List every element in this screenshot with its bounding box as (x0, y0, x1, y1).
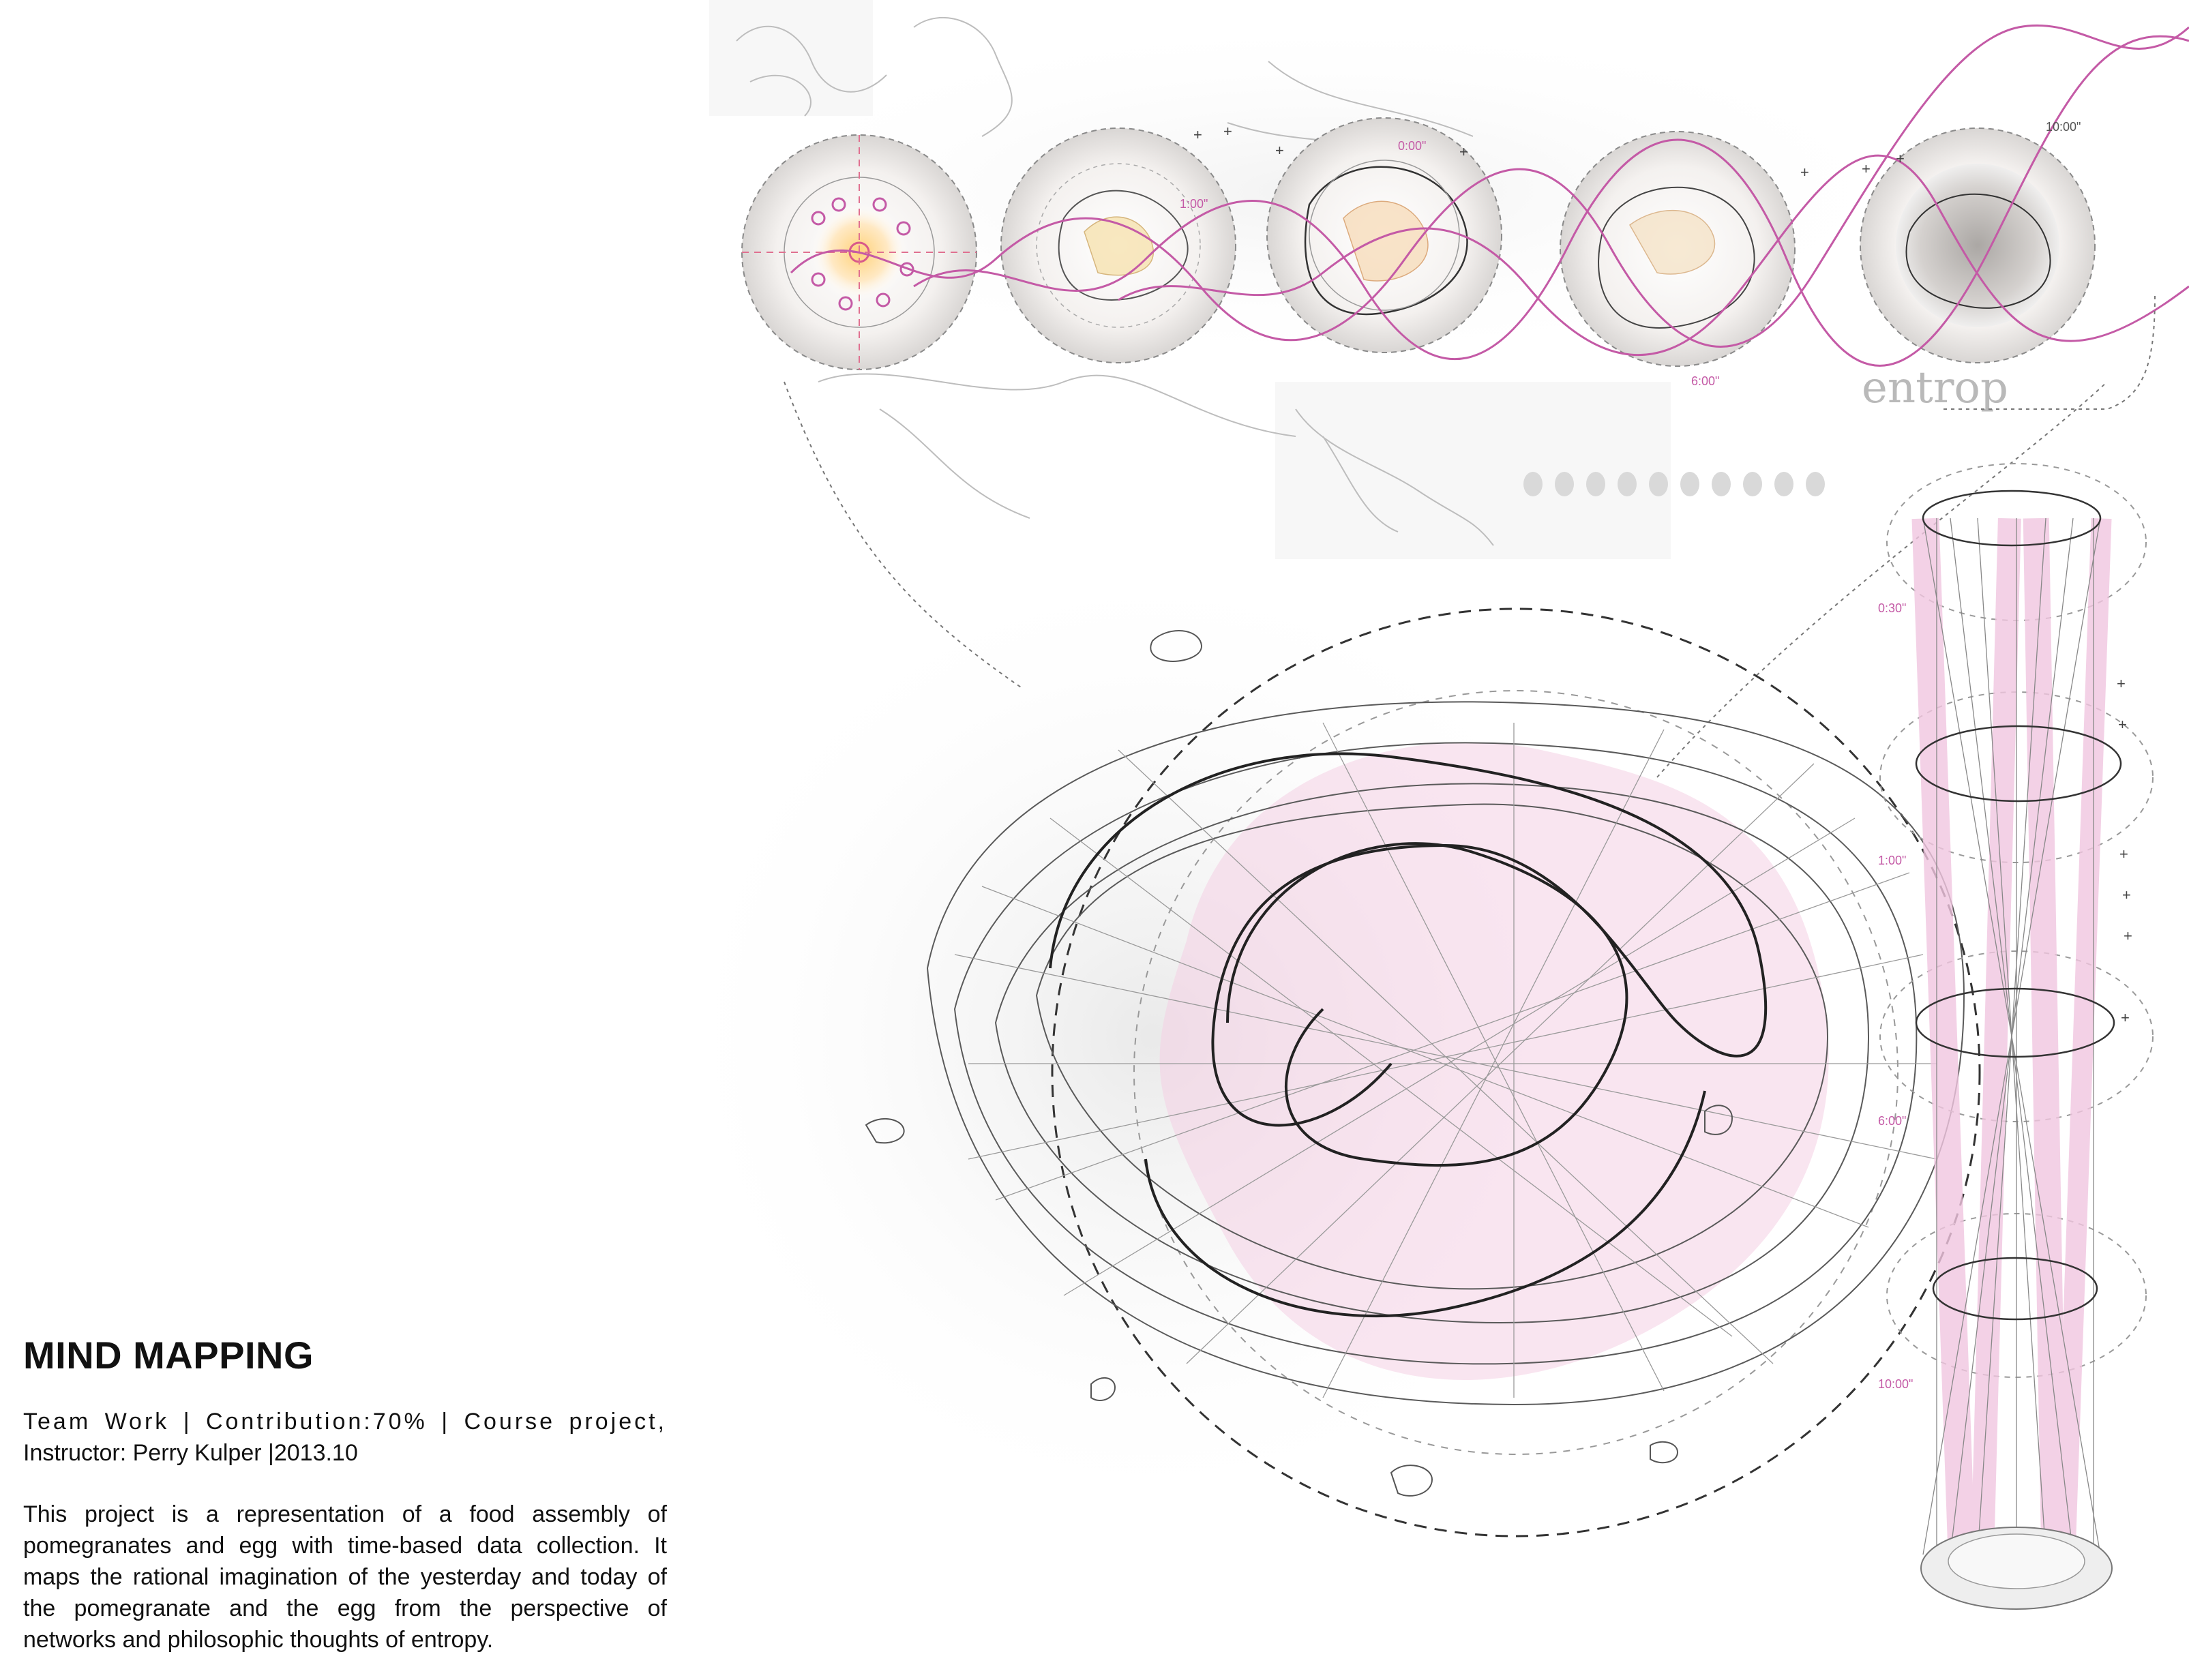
svg-text:+: + (2119, 845, 2128, 862)
sphere-2 (1001, 128, 1236, 363)
top-time-label-1: 0:00" (1398, 139, 1426, 153)
tower-time-label-1: 0:30" (1878, 601, 1906, 615)
project-meta-line-1: Team Work | Contribution:70% | Course pr… (23, 1406, 667, 1437)
tower-time-label-3: 6:00" (1878, 1114, 1906, 1128)
egg-silhouette-row (1523, 472, 1825, 496)
top-time-label-4: 10:00" (2046, 120, 2081, 134)
svg-text:+: + (1223, 123, 1232, 140)
time-tower: + + + + + + (1880, 464, 2153, 1609)
text-panel: MIND MAPPING Team Work | Contribution:70… (23, 1334, 667, 1655)
project-description: This project is a representation of a fo… (23, 1499, 667, 1655)
top-time-label-3: 6:00" (1691, 374, 1719, 388)
top-time-label-2: 1:00" (1180, 197, 1208, 211)
mind-mapping-illustration: + + + + + + + 0:00" 1:00" 6:00" 10:00" entro… (709, 0, 2189, 1680)
svg-text:+: + (1193, 126, 1202, 143)
tower-time-label-4: 10:00" (1878, 1377, 1913, 1391)
tower-time-label-2: 1:00" (1878, 854, 1906, 867)
svg-text:+: + (1862, 160, 1871, 177)
svg-text:+: + (2117, 675, 2126, 692)
svg-text:+: + (2122, 886, 2131, 903)
svg-text:+: + (1896, 150, 1905, 167)
svg-text:+: + (2118, 716, 2127, 733)
svg-text:+: + (1275, 142, 1284, 159)
project-title: MIND MAPPING (23, 1334, 667, 1377)
svg-text:+: + (2121, 1009, 2130, 1026)
entropy-word: entrop (1862, 363, 2008, 413)
svg-text:+: + (2124, 927, 2132, 944)
svg-text:+: + (1459, 143, 1468, 160)
svg-text:+: + (1800, 164, 1809, 181)
project-meta-line-2: Instructor: Perry Kulper |2013.10 (23, 1437, 667, 1469)
